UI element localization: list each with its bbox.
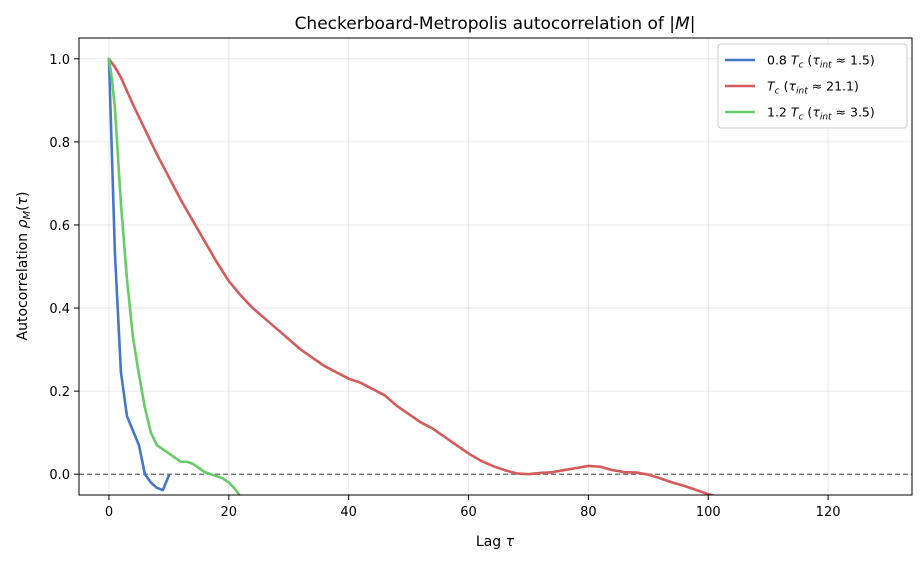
x-tick-label: 40 [340, 505, 357, 520]
chart-title: Checkerboard-Metropolis autocorrelation … [295, 14, 696, 34]
x-tick-label: 0 [105, 505, 113, 520]
y-tick-label: 0.0 [49, 468, 70, 483]
y-tick-label: 0.2 [49, 385, 70, 400]
x-tick-label: 100 [696, 505, 721, 520]
y-tick-label: 1.0 [49, 53, 70, 68]
series-line-0 [107, 57, 171, 492]
legend-label-2: 1.2 Tc (τint ≈ 3.5) [767, 105, 875, 123]
y-tick-label: 0.8 [49, 136, 70, 151]
legend-label-0: 0.8 Tc (τint ≈ 1.5) [767, 53, 875, 71]
series-group [107, 57, 717, 495]
legend: 0.8 Tc (τint ≈ 1.5) Tc (τint ≈ 21.1) 1.2 T… [717, 43, 908, 129]
y-axis-label: Autocorrelation ρM(τ) [15, 192, 33, 341]
legend-box [717, 43, 908, 129]
series-line-2 [107, 57, 241, 495]
x-axis: 0 20 40 60 80 100 120 [105, 495, 841, 520]
y-tick-label: 0.4 [49, 302, 70, 317]
legend-label-1: Tc (τint ≈ 21.1) [767, 79, 859, 97]
x-axis-label: Lag τ [476, 534, 515, 550]
x-tick-label: 20 [221, 505, 238, 520]
plot-frame [78, 37, 913, 496]
y-axis: 0.0 0.2 0.4 0.6 0.8 1.0 [49, 53, 79, 483]
series-line-1 [107, 57, 717, 495]
x-tick-label: 60 [460, 505, 477, 520]
x-tick-label: 80 [580, 505, 597, 520]
y-tick-label: 0.6 [49, 219, 70, 234]
x-tick-label: 120 [816, 505, 841, 520]
